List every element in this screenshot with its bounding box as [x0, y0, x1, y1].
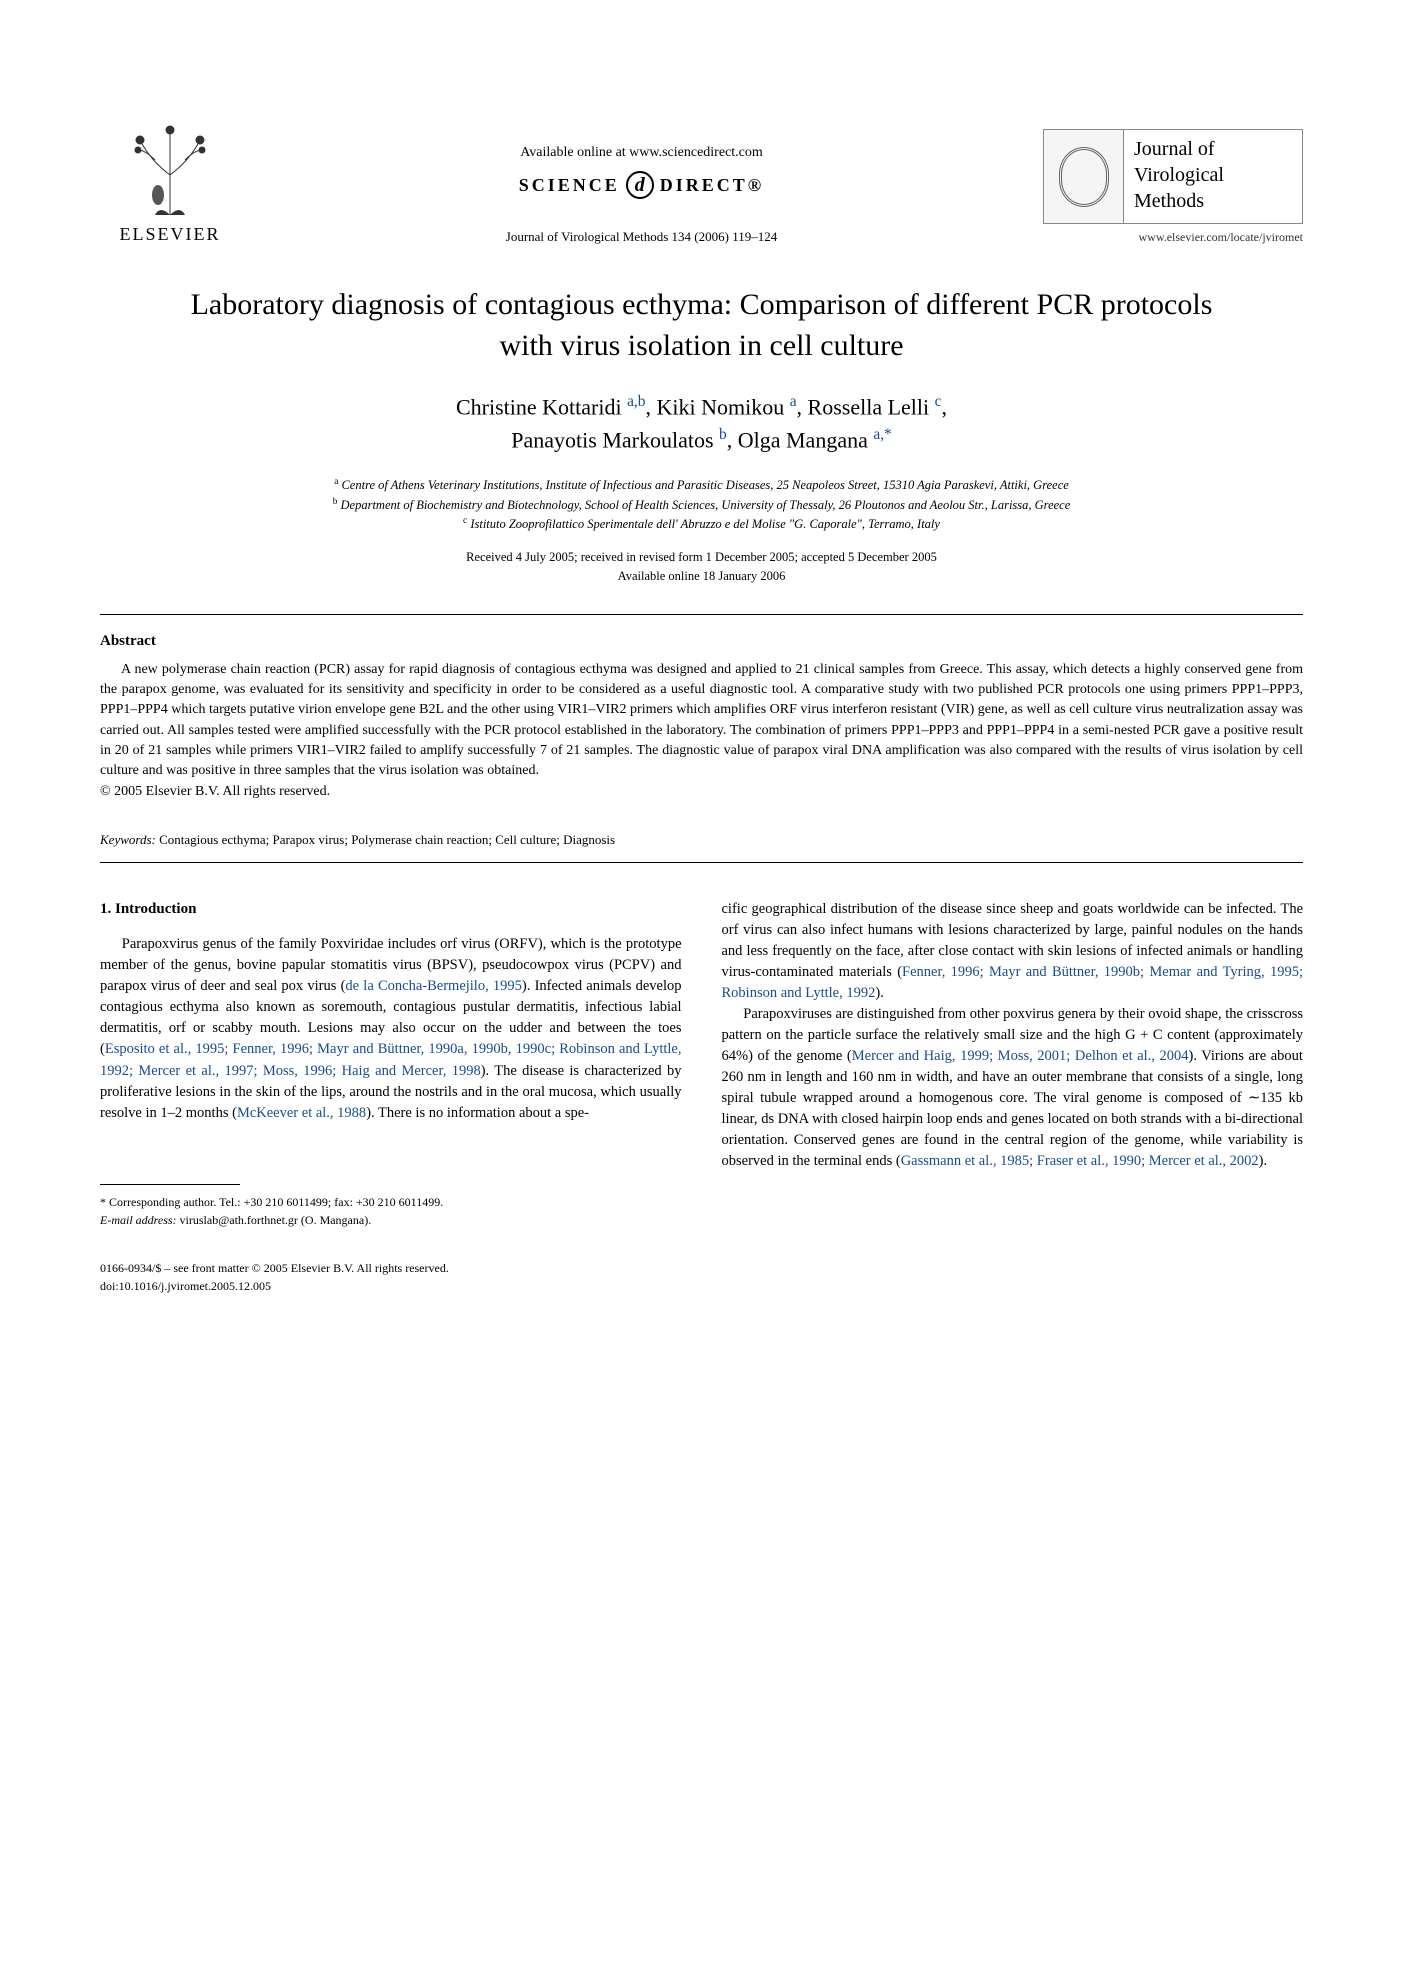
email-address: viruslab@ath.forthnet.gr (O. Mangana).: [180, 1213, 372, 1227]
affiliation-a: a Centre of Athens Veterinary Institutio…: [100, 475, 1303, 495]
science-direct-logo: SCIENCE d DIRECT®: [270, 171, 1013, 199]
page-header: ELSEVIER Available online at www.science…: [100, 120, 1303, 245]
elsevier-label: ELSEVIER: [120, 224, 221, 245]
article-title: Laboratory diagnosis of contagious ecthy…: [180, 285, 1223, 366]
center-header: Available online at www.sciencedirect.co…: [240, 145, 1043, 245]
article-dates: Received 4 July 2005; received in revise…: [100, 548, 1303, 586]
footer-meta: 0166-0934/$ – see front matter © 2005 El…: [100, 1259, 1303, 1295]
journal-box: Journal of Virological Methods www.elsev…: [1043, 129, 1303, 245]
intro-para-right-1: cific geographical distribution of the d…: [722, 899, 1304, 1004]
science-direct-left: SCIENCE: [519, 175, 620, 196]
journal-url: www.elsevier.com/locate/jviromet: [1043, 230, 1303, 245]
journal-medallion-icon: [1044, 130, 1124, 223]
available-online-text: Available online at www.sciencedirect.co…: [270, 145, 1013, 161]
footer-issn: 0166-0934/$ – see front matter © 2005 El…: [100, 1259, 1303, 1277]
elsevier-tree-icon: [120, 120, 220, 220]
affiliation-b: b Department of Biochemistry and Biotech…: [100, 495, 1303, 515]
footer-doi: doi:10.1016/j.jviromet.2005.12.005: [100, 1277, 1303, 1295]
science-direct-right: DIRECT®: [660, 175, 764, 196]
intro-para-right-2: Parapoxviruses are distinguished from ot…: [722, 1004, 1304, 1172]
footnote-block: * Corresponding author. Tel.: +30 210 60…: [100, 1193, 682, 1229]
journal-citation: Journal of Virological Methods 134 (2006…: [270, 229, 1013, 245]
rule-bottom: [100, 862, 1303, 863]
email-label: E-mail address:: [100, 1213, 177, 1227]
abstract-heading: Abstract: [100, 633, 1303, 650]
affiliation-c: c Istituto Zooprofilattico Sperimentale …: [100, 514, 1303, 534]
dates-online: Available online 18 January 2006: [100, 567, 1303, 586]
affiliations: a Centre of Athens Veterinary Institutio…: [100, 475, 1303, 535]
section-heading-intro: 1. Introduction: [100, 899, 682, 921]
abstract-copyright: © 2005 Elsevier B.V. All rights reserved…: [100, 784, 1303, 800]
left-column: 1. Introduction Parapoxvirus genus of th…: [100, 899, 682, 1229]
body-columns: 1. Introduction Parapoxvirus genus of th…: [100, 899, 1303, 1229]
authors-line1: Christine Kottaridi a,b, Kiki Nomikou a,…: [100, 390, 1303, 423]
authors-line2: Panayotis Markoulatos b, Olga Mangana a,…: [100, 423, 1303, 456]
keywords-text: Contagious ecthyma; Parapox virus; Polym…: [159, 832, 615, 847]
keywords-row: Keywords: Contagious ecthyma; Parapox vi…: [100, 818, 1303, 862]
email-line: E-mail address: viruslab@ath.forthnet.gr…: [100, 1211, 682, 1229]
authors-block: Christine Kottaridi a,b, Kiki Nomikou a,…: [100, 390, 1303, 457]
corresponding-author: * Corresponding author. Tel.: +30 210 60…: [100, 1193, 682, 1211]
journal-logo-row: Journal of Virological Methods: [1043, 129, 1303, 224]
dates-received: Received 4 July 2005; received in revise…: [100, 548, 1303, 567]
journal-name-line2: Virological: [1134, 162, 1292, 188]
abstract-section: Abstract A new polymerase chain reaction…: [100, 615, 1303, 818]
science-direct-icon: d: [626, 171, 654, 199]
journal-title-cell: Journal of Virological Methods: [1124, 130, 1302, 223]
elsevier-logo-block: ELSEVIER: [100, 120, 240, 245]
journal-name-line3: Methods: [1134, 188, 1292, 214]
abstract-text: A new polymerase chain reaction (PCR) as…: [100, 660, 1303, 782]
right-column: cific geographical distribution of the d…: [722, 899, 1304, 1229]
journal-name-line1: Journal of: [1134, 136, 1292, 162]
footnote-rule: [100, 1184, 240, 1185]
keywords-label: Keywords:: [100, 832, 156, 847]
intro-para-left: Parapoxvirus genus of the family Poxviri…: [100, 934, 682, 1123]
